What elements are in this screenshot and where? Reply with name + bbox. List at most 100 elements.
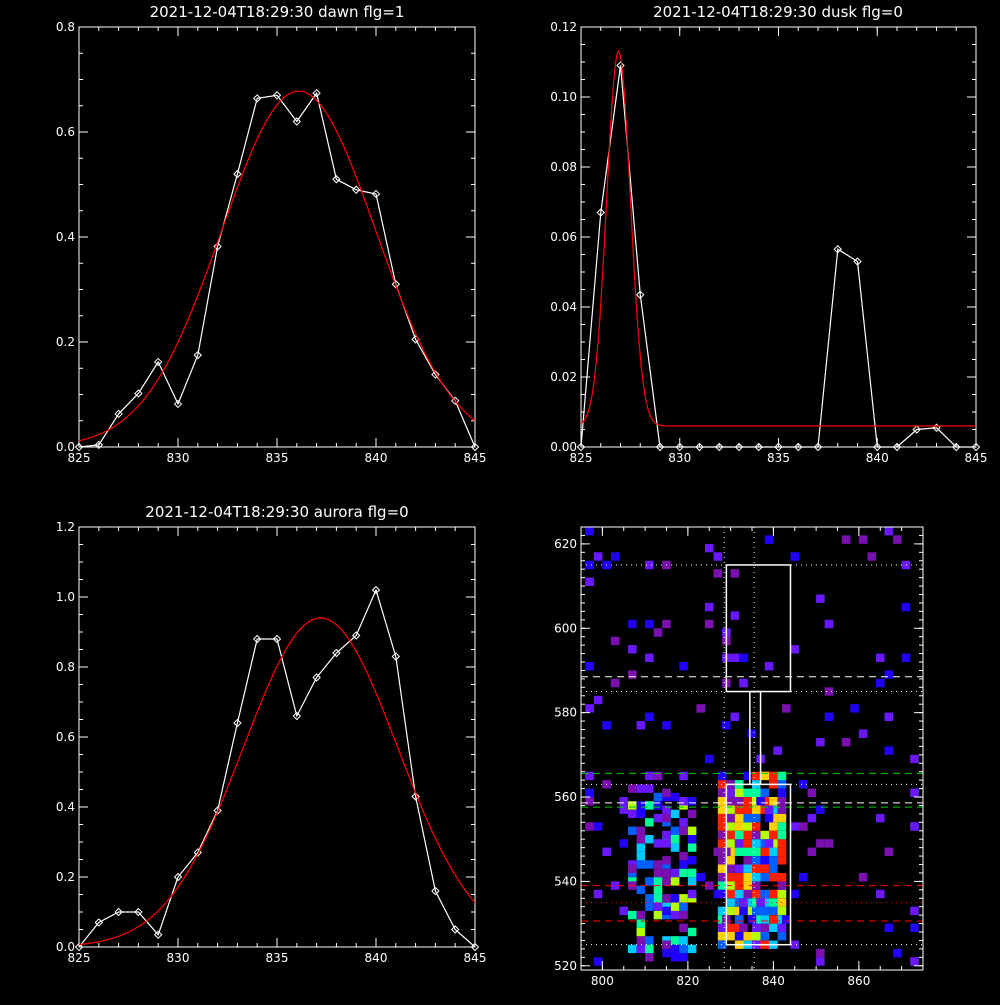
heatmap-cell	[743, 813, 752, 823]
heatmap-cell	[653, 801, 663, 810]
x-tick-label: 845	[464, 951, 487, 965]
heatmap-cell	[876, 653, 885, 662]
heatmap-cell	[645, 860, 654, 869]
heatmap-cell	[734, 830, 744, 840]
heatmap-cell	[734, 915, 744, 924]
heatmap-cell	[585, 771, 594, 781]
heatmap-cell	[679, 910, 688, 920]
heatmap-cell	[760, 830, 770, 840]
x-tick-label: 840	[365, 451, 388, 465]
x-tick-label: 825	[68, 451, 91, 465]
heatmap-cell	[628, 801, 637, 810]
heatmap-cell	[726, 822, 735, 831]
heatmap-cell	[790, 552, 799, 561]
y-tick-label: 0.8	[56, 660, 75, 674]
heatmap-overlays	[581, 527, 923, 970]
heatmap-cell	[760, 923, 770, 932]
aurora-panel: 2021-12-04T18:29:30 aurora flg=0 825 830 8…	[56, 503, 487, 965]
dawn-data-point	[213, 242, 222, 251]
heatmap-cell	[653, 860, 663, 869]
aurora-data-point	[371, 585, 381, 595]
heatmap-cell	[610, 636, 620, 646]
heatmap-cell	[910, 957, 919, 966]
heatmap-cell	[769, 771, 778, 781]
heatmap-cell	[679, 868, 688, 878]
heatmap-cell	[670, 936, 680, 945]
heatmap-cell	[816, 948, 825, 958]
heatmap-cell	[670, 877, 680, 886]
heatmap-cell	[743, 788, 752, 797]
heatmap-cell	[743, 771, 752, 781]
heatmap-cell	[593, 552, 603, 561]
heatmap-cell	[752, 856, 761, 865]
heatmap-cell	[645, 653, 654, 662]
heatmap-cell	[734, 873, 744, 882]
x-tick-label: 825	[570, 451, 593, 465]
heatmap-cell	[636, 910, 646, 920]
heatmap-cell	[628, 809, 637, 819]
heatmap-cell	[670, 809, 680, 819]
heatmap-cell	[687, 889, 697, 899]
aurora-data-point	[272, 634, 282, 644]
y-tick-label: 0.06	[550, 230, 577, 244]
heatmap-cell	[858, 729, 868, 738]
heatmap-cell	[760, 915, 770, 924]
heatmap-cell	[636, 835, 646, 844]
heatmap-cell	[679, 944, 688, 954]
heatmap-cell	[628, 670, 637, 679]
heatmap-cell	[653, 868, 663, 878]
heatmap-cell	[662, 868, 671, 878]
heatmap-cell	[752, 906, 761, 916]
dawn-data-point	[312, 88, 321, 98]
heatmap-cell	[734, 847, 744, 856]
heatmap-cell	[670, 792, 680, 802]
dawn-data-point	[391, 280, 401, 289]
heatmap-cell	[687, 797, 697, 806]
aurora-marks	[74, 585, 480, 952]
x-tick-label: 820	[676, 974, 699, 988]
dawn-data-point	[233, 169, 242, 179]
heatmap-cell	[769, 898, 778, 907]
dusk-data-point	[675, 442, 684, 452]
heatmap-cell	[884, 746, 894, 755]
heatmap-cell	[662, 813, 671, 823]
heatmap-cell	[717, 780, 727, 789]
heatmap-cell	[769, 822, 778, 831]
heatmap-cell	[662, 830, 671, 840]
aurora-data-point	[193, 848, 203, 857]
dusk-data-point	[952, 442, 961, 452]
dusk-data-point	[695, 442, 704, 452]
heatmap-cell	[717, 813, 727, 823]
dawn-data-point	[173, 399, 183, 409]
heatmap-cell	[760, 847, 770, 856]
heatmap-cell	[662, 788, 671, 797]
heatmap-cell	[645, 936, 654, 945]
heatmap-cell	[769, 797, 778, 806]
heatmap-cell	[730, 611, 740, 620]
heatmap-cell	[876, 813, 885, 823]
y-tick-label: 0.2	[56, 335, 75, 349]
heatmap-cell	[777, 906, 787, 916]
aurora-data-point	[351, 631, 361, 640]
heatmap-cell	[752, 923, 761, 932]
heatmap-cell	[752, 805, 761, 814]
dusk-data-point	[596, 208, 605, 217]
y-tick-label: 0.04	[550, 300, 577, 314]
heatmap-box	[749, 690, 762, 786]
heatmap-cell	[585, 797, 594, 806]
x-tick-label: 860	[847, 974, 870, 988]
heatmap-cell	[760, 771, 770, 781]
y-tick-label: 0.2	[56, 870, 75, 884]
heatmap-cell	[816, 839, 825, 848]
heatmap-cell	[717, 830, 727, 840]
heatmap-cell	[816, 594, 825, 603]
heatmap-cell	[653, 877, 663, 886]
dawn-data-point	[351, 185, 361, 194]
heatmap-cell	[662, 877, 671, 886]
heatmap-cell	[752, 771, 761, 781]
heatmap-cell	[636, 851, 646, 861]
heatmap-cell	[816, 738, 825, 747]
aurora-data-point	[213, 806, 222, 815]
heatmap-cell	[910, 788, 919, 797]
heatmap-cell	[739, 678, 748, 688]
